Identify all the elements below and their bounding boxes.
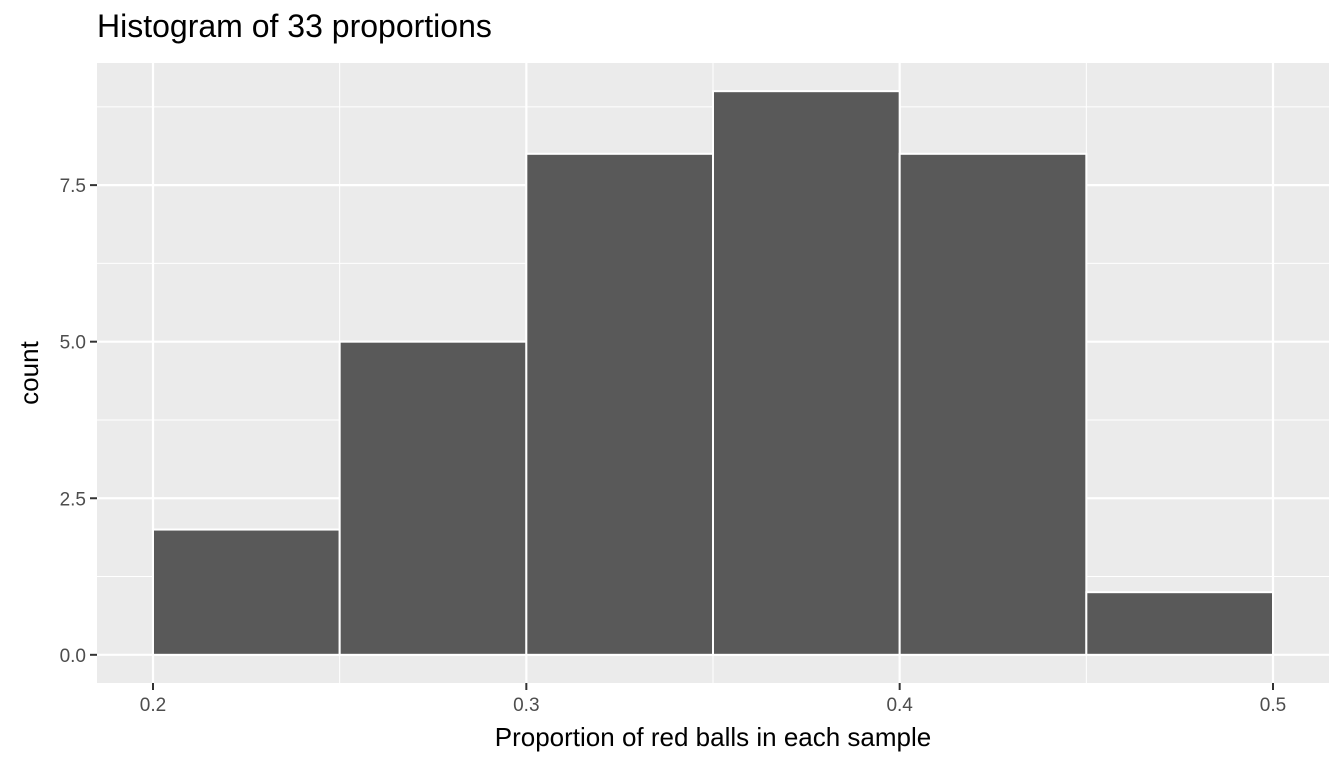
- x-axis-title: Proportion of red balls in each sample: [495, 722, 931, 752]
- histogram-bar: [712, 90, 901, 656]
- histogram-bar: [152, 528, 341, 656]
- y-tick-label: 5.0: [60, 333, 86, 354]
- chart-title: Histogram of 33 proportions: [97, 8, 492, 44]
- x-axis: 0.2 0.3 0.4 0.5: [140, 683, 1286, 716]
- y-tick-label: 2.5: [60, 489, 86, 510]
- histogram-bar: [525, 152, 714, 656]
- histogram-bar: [1085, 591, 1275, 656]
- x-tick-label: 0.3: [513, 695, 539, 716]
- y-tick-label: 7.5: [60, 176, 86, 197]
- y-axis-title: count: [14, 340, 44, 404]
- y-axis: 0.0 2.5 5.0 7.5: [60, 176, 97, 667]
- x-tick-label: 0.5: [1260, 695, 1286, 716]
- histogram-bar: [898, 152, 1088, 656]
- x-tick-label: 0.4: [886, 695, 913, 716]
- x-tick-label: 0.2: [140, 695, 166, 716]
- histogram-bar: [338, 340, 528, 656]
- y-tick-label: 0.0: [60, 646, 86, 667]
- histogram-bars: [152, 90, 1275, 656]
